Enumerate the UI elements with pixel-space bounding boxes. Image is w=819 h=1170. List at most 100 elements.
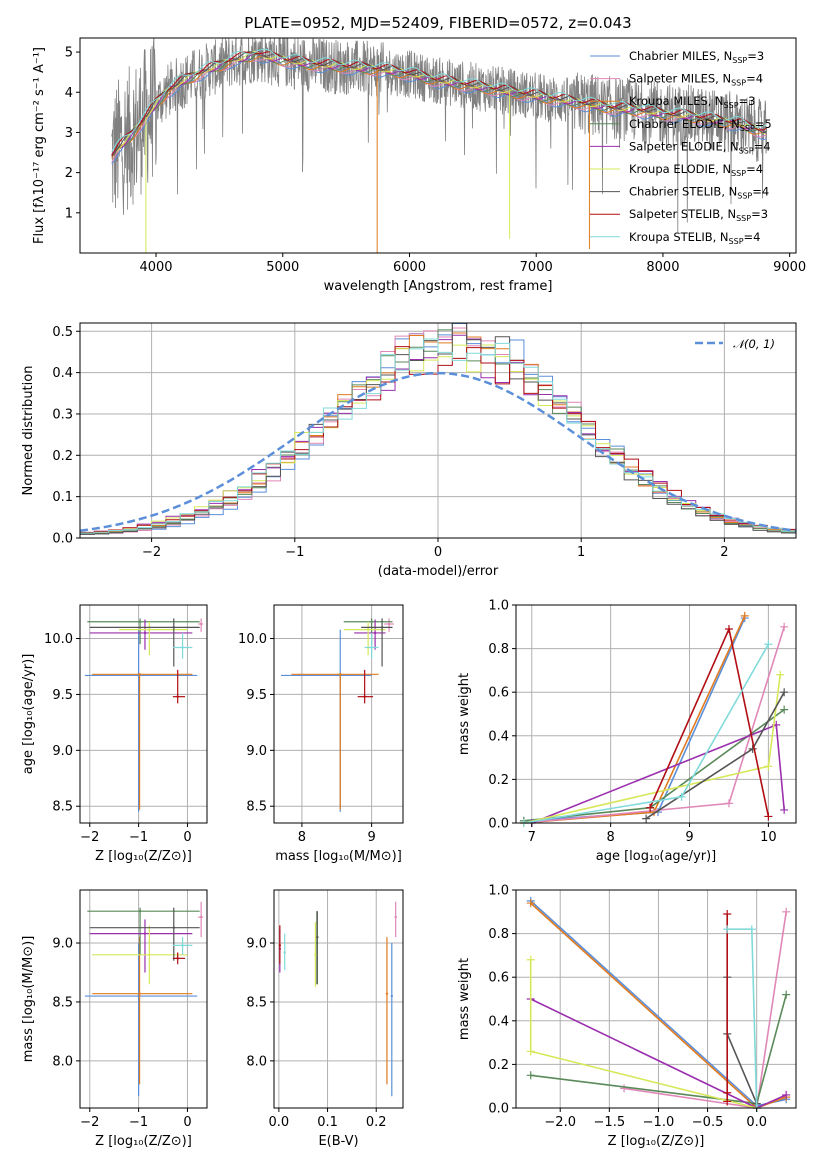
series-marker xyxy=(646,803,655,812)
y-tick-label: 0.3 xyxy=(52,407,73,422)
series-marker xyxy=(526,955,535,964)
series-marker xyxy=(764,640,773,649)
mass-vs-Z-panel: −2 −1 0 8.0 8.5 9.0 Z [log₁₀(Z/Z⊙)] mass [log₁₀… xyxy=(21,889,208,1149)
x-axis-label: age [log₁₀(age/yr)] xyxy=(596,849,717,864)
series-marker xyxy=(723,925,732,934)
y-tick-label: 5 xyxy=(65,46,73,61)
axes-frame xyxy=(273,604,404,824)
age-vs-Z-panel: −2 −1 0 8.5 9.0 9.5 10.0 Z [log₁₀(Z/Z⊙)] age [lo… xyxy=(21,604,208,864)
series-line-kroupa-stelib xyxy=(727,928,758,1109)
series-marker xyxy=(724,624,733,633)
x-tick-label: −2 xyxy=(142,545,161,560)
age-vs-mass-points xyxy=(280,618,394,812)
series-line-kroupa-elodie xyxy=(529,959,757,1109)
legend-count: =4 xyxy=(752,185,769,199)
legend-entry: Salpeter MILES, NSSP=4 xyxy=(629,72,763,88)
data-point xyxy=(339,673,342,676)
y-axis-label: Normed distribution xyxy=(21,366,36,496)
x-tick-label: 5000 xyxy=(266,260,299,275)
x-tick-label: 9000 xyxy=(773,260,806,275)
y-tick-label: 9.5 xyxy=(246,688,267,703)
data-point xyxy=(138,910,142,913)
data-point xyxy=(181,646,184,649)
mass-vs-ebv-points xyxy=(278,901,397,1097)
legend-sub: SSP xyxy=(729,237,744,246)
x-axis-label: wavelength [Angstrom, rest frame] xyxy=(324,279,553,294)
data-point xyxy=(199,915,203,919)
series-marker xyxy=(776,670,785,679)
x-tick-label: 0.0 xyxy=(746,1115,767,1130)
y-tick-label: 8.0 xyxy=(246,1054,267,1069)
data-point xyxy=(172,626,175,629)
x-tick-label: 4000 xyxy=(139,260,172,275)
data-point xyxy=(138,620,142,623)
series-marker xyxy=(724,799,733,808)
residuals-hist xyxy=(80,323,796,538)
y-tick-label: 9.0 xyxy=(246,937,267,952)
series-line-kroupa-miles xyxy=(523,615,746,824)
y-tick-label: 0.4 xyxy=(488,1014,509,1029)
y-tick-label: 8.5 xyxy=(52,995,73,1010)
y-tick-label: 8.0 xyxy=(52,1054,73,1069)
data-point xyxy=(148,953,151,957)
legend-sub: SSP xyxy=(737,192,752,201)
legend-entry: Chabrier MILES, NSSP=3 xyxy=(629,49,764,65)
x-tick-label: −1.0 xyxy=(643,1115,675,1130)
y-tick-label: 9.0 xyxy=(52,937,73,952)
x-tick-label: 8 xyxy=(607,830,615,845)
y-tick-label: 1.0 xyxy=(488,599,509,614)
data-point xyxy=(370,646,373,649)
series-marker xyxy=(723,1097,732,1106)
legend-count: =4 xyxy=(746,162,763,176)
series-marker xyxy=(723,909,732,918)
x-tick-label: −2 xyxy=(80,1115,99,1130)
legend-text: Kroupa MILES, N xyxy=(629,94,724,108)
data-point xyxy=(148,628,151,631)
y-tick-label: 1.0 xyxy=(488,884,509,899)
axes-frame xyxy=(79,37,797,254)
mass-weight-vs-age-lines xyxy=(519,611,789,827)
y-tick-label: 4 xyxy=(65,86,73,101)
series-marker xyxy=(782,1090,791,1099)
x-tick-label: 7 xyxy=(528,830,536,845)
legend-count: =3 xyxy=(751,207,768,221)
data-point xyxy=(316,935,319,939)
model-line-kroupa-stelib xyxy=(111,48,767,153)
legend-sub: SSP xyxy=(731,169,746,178)
legend-sub: SSP xyxy=(732,56,747,65)
axes-frame xyxy=(273,889,404,1109)
series-marker xyxy=(620,1084,629,1093)
y-tick-label: 0.2 xyxy=(488,1058,509,1073)
x-tick-label: −1 xyxy=(129,830,148,845)
legend-text: Salpeter STELIB, N xyxy=(629,207,736,221)
y-tick-label: 0.1 xyxy=(52,490,73,505)
data-point xyxy=(181,944,184,947)
y-tick-label: 9.0 xyxy=(246,744,267,759)
series-marker xyxy=(723,1088,732,1097)
y-tick-label: 10.0 xyxy=(238,632,267,647)
series-marker xyxy=(764,762,773,771)
y-tick-label: 8.5 xyxy=(246,800,267,815)
x-tick-label: 7000 xyxy=(520,260,553,275)
legend-sub: SSP xyxy=(731,79,746,88)
data-point xyxy=(363,695,366,698)
x-axis-label: Z [log₁₀(Z/Z⊙)] xyxy=(95,1134,192,1149)
legend-text: Chabrier ELODIE, N xyxy=(629,117,740,131)
x-tick-label: 0 xyxy=(183,1115,191,1130)
x-tick-label: 0.0 xyxy=(269,1115,290,1130)
spectrum-lines xyxy=(111,38,768,253)
legend-count: =4 xyxy=(746,72,763,86)
data-point xyxy=(390,994,394,998)
x-tick-label: 2 xyxy=(720,545,728,560)
legend-count: =4 xyxy=(744,230,761,244)
x-tick-label: 8 xyxy=(298,830,306,845)
y-axis-label: Flux [fλ10⁻¹⁷ erg cm⁻² s⁻¹ A⁻¹] xyxy=(32,47,47,244)
data-point xyxy=(387,622,391,626)
series-marker xyxy=(780,622,789,631)
y-tick-label: 0.0 xyxy=(488,817,509,832)
series-line-kroupa-elodie xyxy=(523,674,781,824)
axes-frame xyxy=(515,604,797,824)
legend-entry: Salpeter STELIB, NSSP=3 xyxy=(629,207,768,223)
age-vs-Z-points xyxy=(84,618,204,812)
data-point xyxy=(138,673,141,676)
